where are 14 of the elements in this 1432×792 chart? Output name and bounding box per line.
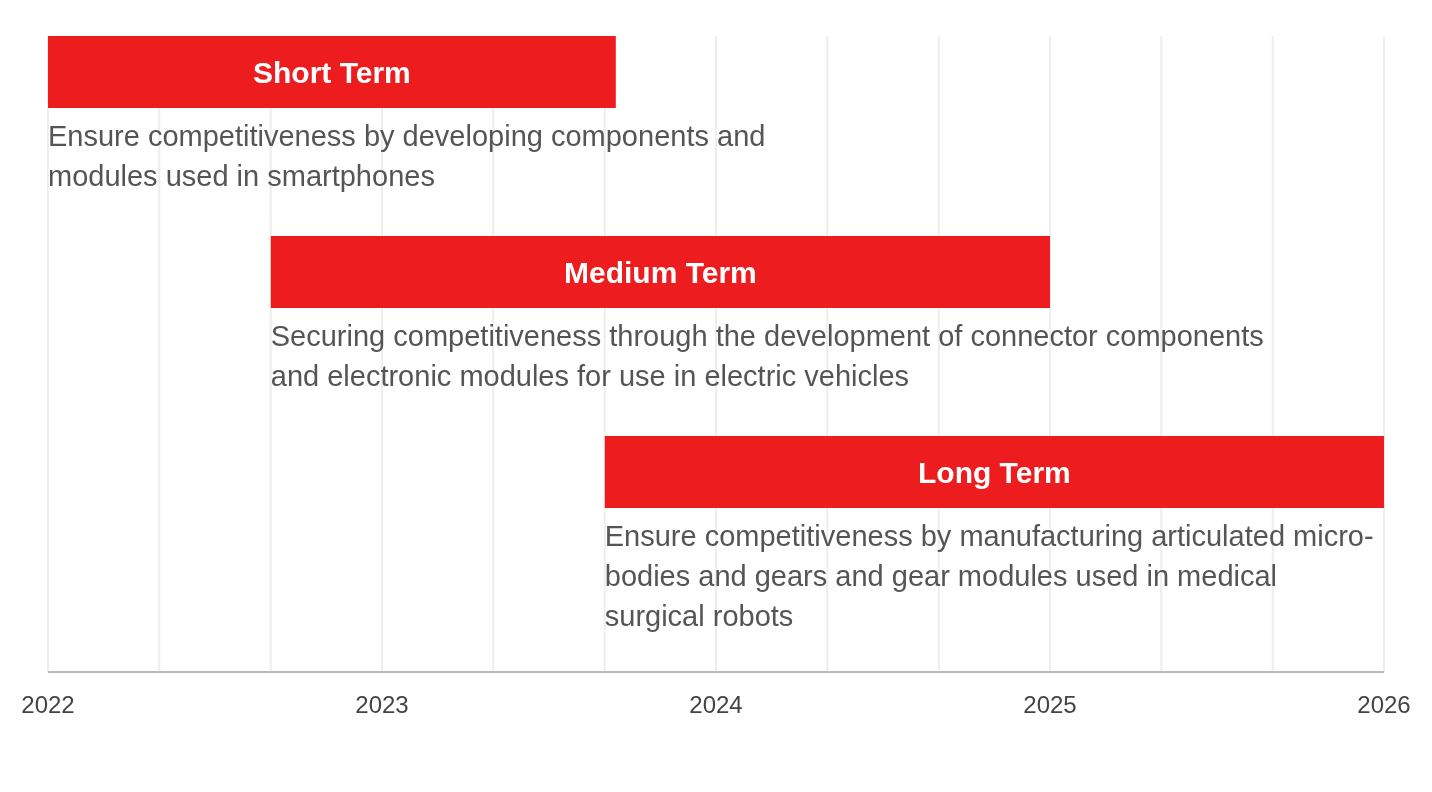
y-tick-label: Medium Term [563,255,757,289]
bar [270,236,1050,308]
x-tick-label: 2022 [21,691,75,719]
y-tick-label: Short Term [253,55,411,89]
annotation: Ensure competitiveness by developing components and modules used in smartphones [48,119,767,194]
x-tick-label: 2026 [1357,691,1411,719]
annotation: Securing competitiveness through the development of connector components and electronic modules for use in electric vehicles [270,319,1265,394]
annotation: Ensure competitiveness by manufacturing articulated micro-bodies and gears and gear modules used in medical surgical robots [604,519,1375,634]
x-tick-label: 2023 [355,691,409,719]
bar [604,436,1384,508]
bar [48,36,616,108]
x-tick-label: 2024 [689,691,743,719]
x-tick-label: 2025 [1023,691,1077,719]
y-tick-label: Long Term [918,455,1071,489]
